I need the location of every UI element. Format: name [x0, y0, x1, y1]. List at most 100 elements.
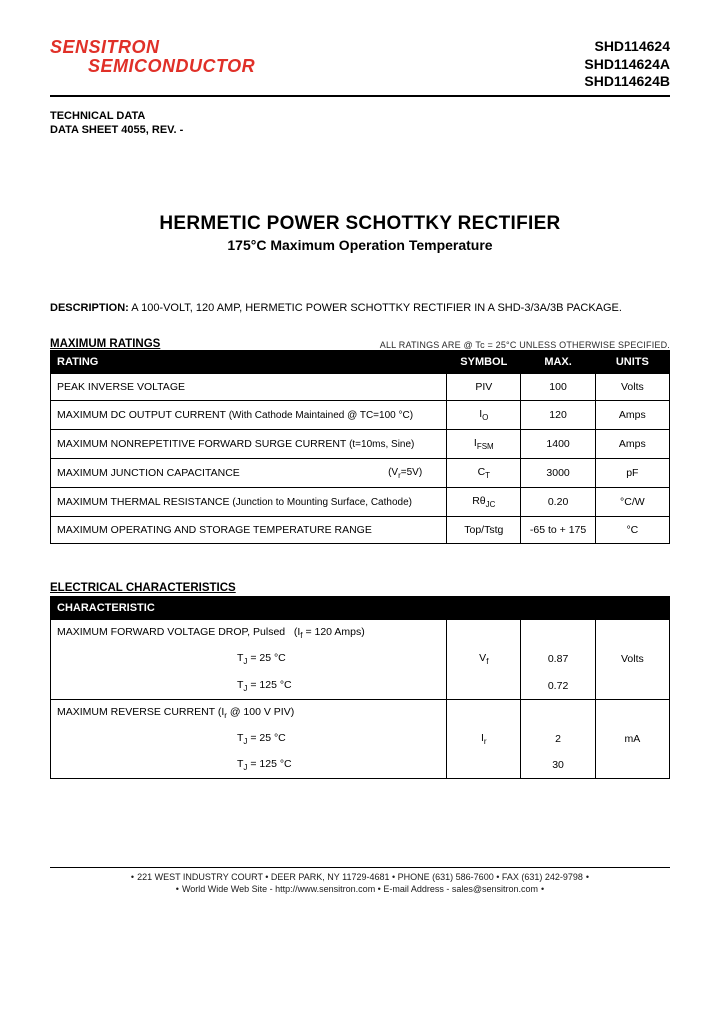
- rating-text: MAXIMUM NONREPETITIVE FORWARD SURGE CURR…: [57, 438, 346, 450]
- condition-cell: TJ = 25 °C: [51, 646, 447, 672]
- part-number: SHD114624B: [584, 73, 670, 91]
- description-label: DESCRIPTION:: [50, 302, 129, 314]
- col-units: UNITS: [595, 350, 669, 373]
- units-cell: [595, 752, 669, 779]
- part-number: SHD114624: [584, 38, 670, 56]
- rating-cell: MAXIMUM THERMAL RESISTANCE (Junction to …: [51, 488, 447, 517]
- symbol-cell: [447, 699, 521, 726]
- rating-cell: MAXIMUM NONREPETITIVE FORWARD SURGE CURR…: [51, 430, 447, 459]
- condition-cell: TJ = 25 °C: [51, 726, 447, 752]
- units-cell: Volts: [595, 373, 669, 400]
- description: DESCRIPTION: A 100-VOLT, 120 AMP, HERMET…: [50, 301, 670, 316]
- footer-web: World Wide Web Site - http://www.sensitr…: [182, 884, 538, 894]
- max-cell: 120: [521, 400, 595, 429]
- symbol-cell: Ir: [447, 726, 521, 752]
- col-symbol: SYMBOL: [447, 350, 521, 373]
- value-cell: 0.72: [521, 673, 595, 700]
- symbol-cell: [447, 752, 521, 779]
- table-row: MAXIMUM OPERATING AND STORAGE TEMPERATUR…: [51, 517, 670, 544]
- rating-suffix: (t=10ms, Sine): [349, 439, 414, 450]
- elec-heading: ELECTRICAL CHARACTERISTICS: [50, 582, 670, 594]
- col-symbol: [447, 597, 521, 620]
- footer-address: 221 WEST INDUSTRY COURT • DEER PARK, NY …: [137, 872, 583, 882]
- part-number: SHD114624A: [584, 56, 670, 74]
- value-cell: 0.87: [521, 646, 595, 672]
- symbol-cell: RθJC: [447, 488, 521, 517]
- rating-cell: PEAK INVERSE VOLTAGE: [51, 373, 447, 400]
- col-value: [521, 597, 595, 620]
- value-cell: 2: [521, 726, 595, 752]
- max-cell: 100: [521, 373, 595, 400]
- table-row: MAXIMUM REVERSE CURRENT (Ir @ 100 V PIV): [51, 699, 670, 726]
- rating-text: MAXIMUM THERMAL RESISTANCE: [57, 496, 230, 508]
- symbol-cell: CT: [447, 459, 521, 488]
- rating-text: MAXIMUM OPERATING AND STORAGE TEMPERATUR…: [57, 524, 372, 536]
- max-ratings-header-row: MAXIMUM RATINGS ALL RATINGS ARE @ Tc = 2…: [50, 338, 670, 350]
- logo-line2: SEMICONDUCTOR: [50, 57, 255, 76]
- rating-suffix: (Junction to Mounting Surface, Cathode): [232, 497, 412, 508]
- table-header-row: RATING SYMBOL MAX. UNITS: [51, 350, 670, 373]
- char-title: MAXIMUM FORWARD VOLTAGE DROP, Pulsed (If…: [51, 620, 447, 647]
- product-subtitle: 175°C Maximum Operation Temperature: [50, 237, 670, 253]
- max-cell: 3000: [521, 459, 595, 488]
- units-cell: Amps: [595, 430, 669, 459]
- rating-suffix: (Vr=5V): [388, 467, 440, 480]
- footer-line2: •World Wide Web Site - http://www.sensit…: [50, 883, 670, 895]
- table-row: TJ = 25 °C Vf 0.87 Volts: [51, 646, 670, 672]
- table-row: MAXIMUM JUNCTION CAPACITANCE (Vr=5V) CT …: [51, 459, 670, 488]
- symbol-cell: PIV: [447, 373, 521, 400]
- table-row: TJ = 125 °C 0.72: [51, 673, 670, 700]
- table-row: PEAK INVERSE VOLTAGE PIV 100 Volts: [51, 373, 670, 400]
- logo-line1: SENSITRON: [50, 38, 255, 57]
- rating-text: PEAK INVERSE VOLTAGE: [57, 381, 185, 393]
- units-cell: °C/W: [595, 488, 669, 517]
- elec-body: MAXIMUM FORWARD VOLTAGE DROP, Pulsed (If…: [51, 620, 670, 779]
- header: SENSITRON SEMICONDUCTOR SHD114624 SHD114…: [50, 38, 670, 91]
- table-row: MAXIMUM FORWARD VOLTAGE DROP, Pulsed (If…: [51, 620, 670, 647]
- footer: •221 WEST INDUSTRY COURT • DEER PARK, NY…: [50, 867, 670, 895]
- value-cell: [521, 699, 595, 726]
- value-cell: [521, 620, 595, 647]
- rating-text: MAXIMUM DC OUTPUT CURRENT: [57, 409, 226, 421]
- max-ratings-table: RATING SYMBOL MAX. UNITS PEAK INVERSE VO…: [50, 350, 670, 544]
- technical-data-label: TECHNICAL DATA: [50, 109, 670, 123]
- max-cell: -65 to + 175: [521, 517, 595, 544]
- description-text: A 100-VOLT, 120 AMP, HERMETIC POWER SCHO…: [129, 302, 622, 314]
- title-block: HERMETIC POWER SCHOTTKY RECTIFIER 175°C …: [50, 213, 670, 253]
- table-row: MAXIMUM THERMAL RESISTANCE (Junction to …: [51, 488, 670, 517]
- footer-line1: •221 WEST INDUSTRY COURT • DEER PARK, NY…: [50, 871, 670, 883]
- units-cell: °C: [595, 517, 669, 544]
- symbol-cell: Vf: [447, 646, 521, 672]
- footer-divider: [50, 867, 670, 868]
- col-characteristic: CHARACTERISTIC: [51, 597, 447, 620]
- units-cell: [595, 673, 669, 700]
- datasheet-page: SENSITRON SEMICONDUCTOR SHD114624 SHD114…: [0, 0, 720, 925]
- rating-text: MAXIMUM JUNCTION CAPACITANCE: [57, 467, 240, 479]
- rating-cell: MAXIMUM JUNCTION CAPACITANCE (Vr=5V): [51, 459, 447, 488]
- header-divider: [50, 95, 670, 97]
- table-row: MAXIMUM DC OUTPUT CURRENT (With Cathode …: [51, 400, 670, 429]
- ratings-condition-note: ALL RATINGS ARE @ Tc = 25°C UNLESS OTHER…: [380, 340, 670, 350]
- units-cell: mA: [595, 726, 669, 752]
- char-title: MAXIMUM REVERSE CURRENT (Ir @ 100 V PIV): [51, 699, 447, 726]
- symbol-cell: IFSM: [447, 430, 521, 459]
- symbol-cell: Top/Tstg: [447, 517, 521, 544]
- company-logo: SENSITRON SEMICONDUCTOR: [50, 38, 255, 76]
- table-header-row: CHARACTERISTIC: [51, 597, 670, 620]
- rating-cell: MAXIMUM DC OUTPUT CURRENT (With Cathode …: [51, 400, 447, 429]
- table-row: TJ = 125 °C 30: [51, 752, 670, 779]
- symbol-cell: [447, 673, 521, 700]
- units-cell: [595, 620, 669, 647]
- max-ratings-heading: MAXIMUM RATINGS: [50, 338, 160, 350]
- units-cell: pF: [595, 459, 669, 488]
- condition-cell: TJ = 125 °C: [51, 752, 447, 779]
- units-cell: Amps: [595, 400, 669, 429]
- rating-suffix: (With Cathode Maintained @ TC=100 °C): [229, 410, 413, 421]
- part-numbers: SHD114624 SHD114624A SHD114624B: [584, 38, 670, 91]
- condition-cell: TJ = 125 °C: [51, 673, 447, 700]
- col-units: [595, 597, 669, 620]
- table-row: TJ = 25 °C Ir 2 mA: [51, 726, 670, 752]
- max-cell: 0.20: [521, 488, 595, 517]
- symbol-cell: [447, 620, 521, 647]
- max-ratings-body: PEAK INVERSE VOLTAGE PIV 100 Volts MAXIM…: [51, 373, 670, 543]
